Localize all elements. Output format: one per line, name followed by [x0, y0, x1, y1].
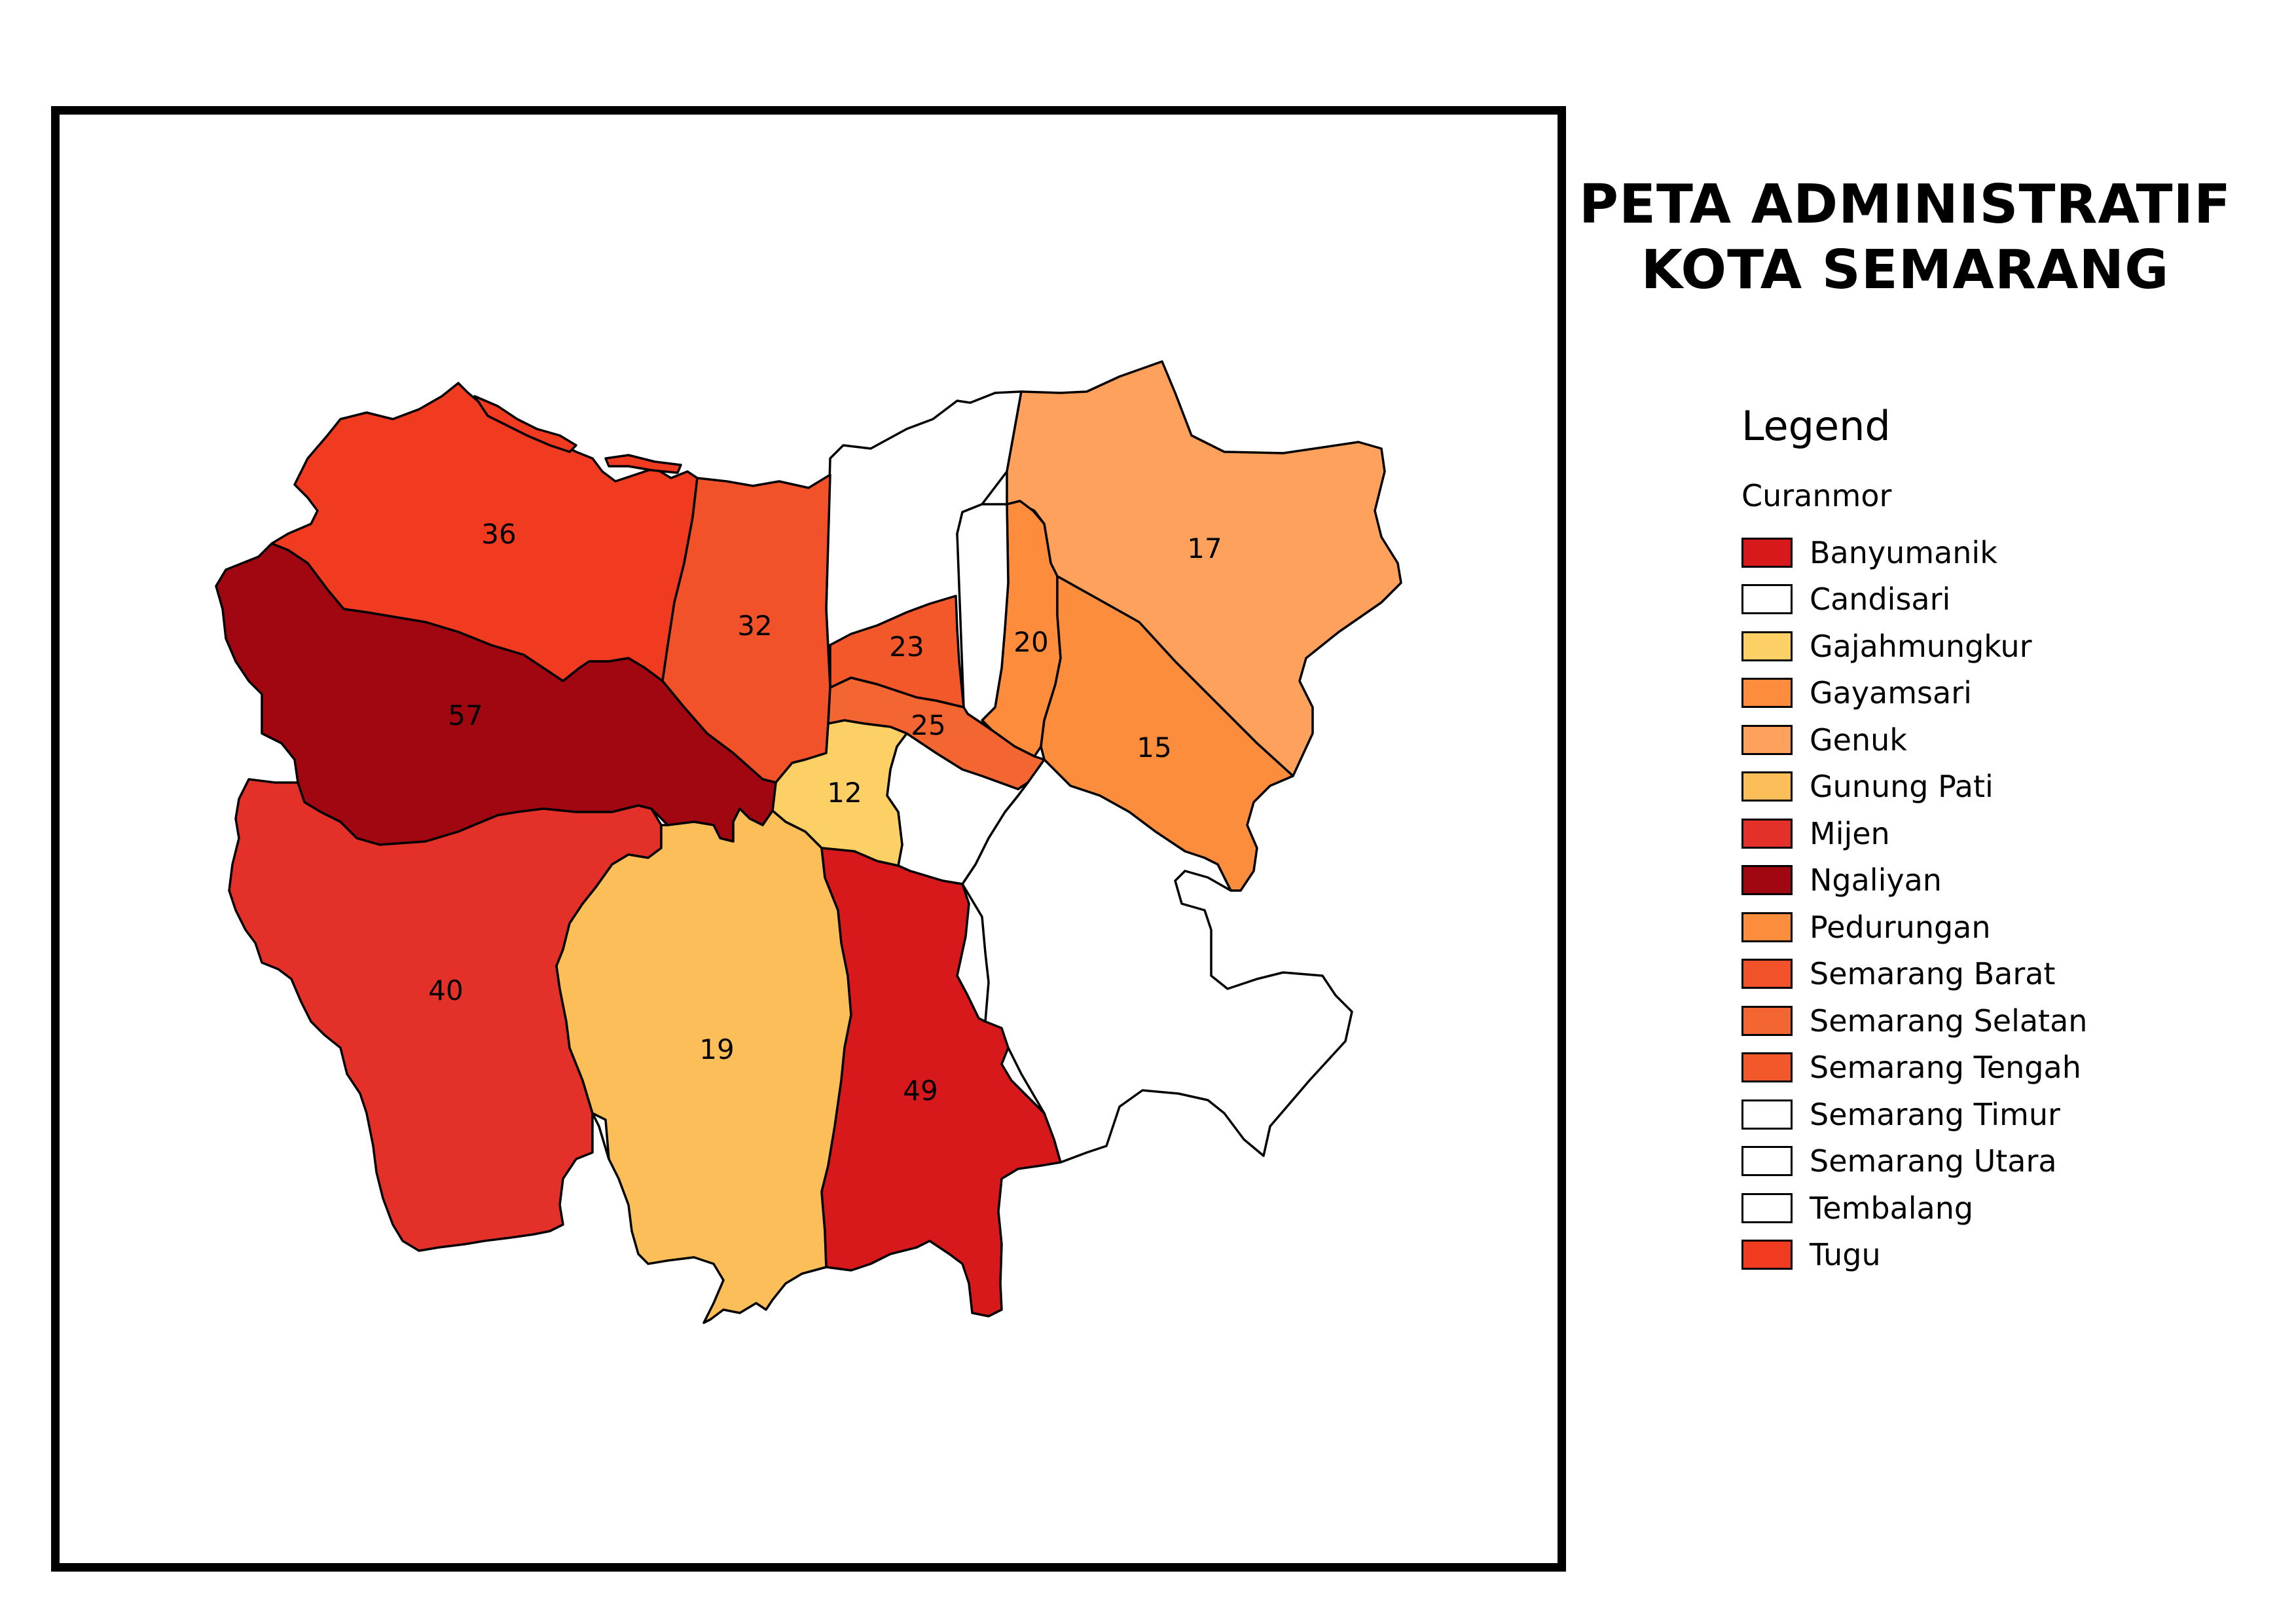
legend-swatch [1741, 724, 1793, 755]
label-mijen: 40 [428, 974, 463, 1006]
label-semarang-barat: 32 [737, 610, 772, 642]
legend-label: Mijen [1810, 815, 1890, 851]
district-banyumanik[interactable] [820, 847, 1062, 1318]
label-semarang-selatan: 25 [911, 709, 945, 741]
legend-item: Gajahmungkur [1741, 623, 2239, 670]
map-title-line-1: PETA ADMINISTRATIF [1578, 174, 2232, 236]
label-gajahmungkur: 12 [827, 777, 862, 809]
legend-item: Ngaliyan [1741, 857, 2239, 904]
legend-item: Genuk [1741, 716, 2239, 764]
label-banyumanik: 49 [903, 1075, 938, 1107]
legend-item: Gayamsari [1741, 670, 2239, 717]
legend-swatch [1741, 1240, 1793, 1270]
label-pedurungan: 15 [1137, 731, 1171, 764]
legend-subtitle: Curanmor [1741, 478, 1892, 513]
label-ngaliyan: 57 [448, 699, 483, 731]
legend-label: Gunung Pati [1810, 769, 1994, 805]
legend-swatch [1741, 537, 1793, 568]
legend-label: Candisari [1810, 581, 1951, 618]
label-genuk: 17 [1187, 532, 1222, 564]
legend-swatch [1741, 678, 1793, 709]
legend: Legend Curanmor Banyumanik Candisari Gajah… [1741, 406, 2239, 1278]
legend-swatch [1741, 1146, 1793, 1177]
district-gunung-pati[interactable] [555, 807, 852, 1324]
label-semarang-tengah: 23 [889, 631, 924, 663]
legend-label: Semarang Barat [1810, 956, 2056, 992]
legend-swatch [1741, 1005, 1793, 1036]
legend-item: Candisari [1741, 576, 2239, 623]
label-gayamsari: 20 [1013, 626, 1048, 658]
legend-label: Semarang Selatan [1810, 1003, 2088, 1039]
legend-swatch [1741, 1052, 1793, 1083]
legend-label: Semarang Timur [1810, 1096, 2060, 1132]
district-tugu-coast-2 [604, 454, 682, 474]
legend-item: Gunung Pati [1741, 764, 2239, 811]
legend-label: Genuk [1810, 722, 1907, 758]
legend-item: Tembalang [1741, 1185, 2239, 1232]
legend-swatch [1741, 631, 1793, 661]
district-tembalang[interactable] [961, 758, 1353, 1164]
legend-label: Gayamsari [1810, 675, 1972, 711]
legend-swatch [1741, 1099, 1793, 1130]
label-tugu: 36 [481, 518, 516, 550]
legend-item: Banyumanik [1741, 529, 2239, 576]
legend-swatch [1741, 584, 1793, 615]
legend-title: Legend [1741, 402, 1891, 450]
label-gunung-pati: 19 [699, 1033, 734, 1065]
legend-label: Tembalang [1810, 1190, 1974, 1226]
legend-swatch [1741, 912, 1793, 942]
district-gunung-pati-notch [591, 1112, 610, 1160]
legend-label: Pedurungan [1810, 909, 1991, 945]
legend-item: Semarang Selatan [1741, 997, 2239, 1044]
legend-item: Mijen [1741, 810, 2239, 857]
legend-label: Semarang Utara [1810, 1143, 2057, 1179]
legend-label: Banyumanik [1810, 534, 1997, 570]
legend-label: Tugu [1810, 1237, 1881, 1273]
legend-label: Ngaliyan [1810, 862, 1942, 898]
legend-item: Semarang Utara [1741, 1138, 2239, 1185]
legend-swatch [1741, 959, 1793, 989]
legend-swatch [1741, 818, 1793, 849]
district-tugu-coast [473, 395, 577, 453]
district-mijen[interactable] [228, 778, 663, 1252]
legend-label: Gajahmungkur [1810, 628, 2032, 664]
legend-swatch [1741, 771, 1793, 802]
legend-item: Pedurungan [1741, 904, 2239, 951]
legend-item: Semarang Timur [1741, 1091, 2239, 1138]
legend-items: Banyumanik Candisari Gajahmungkur Gayamsari… [1741, 529, 2239, 1278]
legend-swatch [1741, 1192, 1793, 1223]
legend-item: Tugu [1741, 1232, 2239, 1279]
legend-item: Semarang Barat [1741, 951, 2239, 998]
legend-label: Semarang Tengah [1810, 1050, 2081, 1086]
legend-swatch [1741, 865, 1793, 896]
legend-item: Semarang Tengah [1741, 1044, 2239, 1092]
map-title-line-2: KOTA SEMARANG [1641, 239, 2170, 301]
